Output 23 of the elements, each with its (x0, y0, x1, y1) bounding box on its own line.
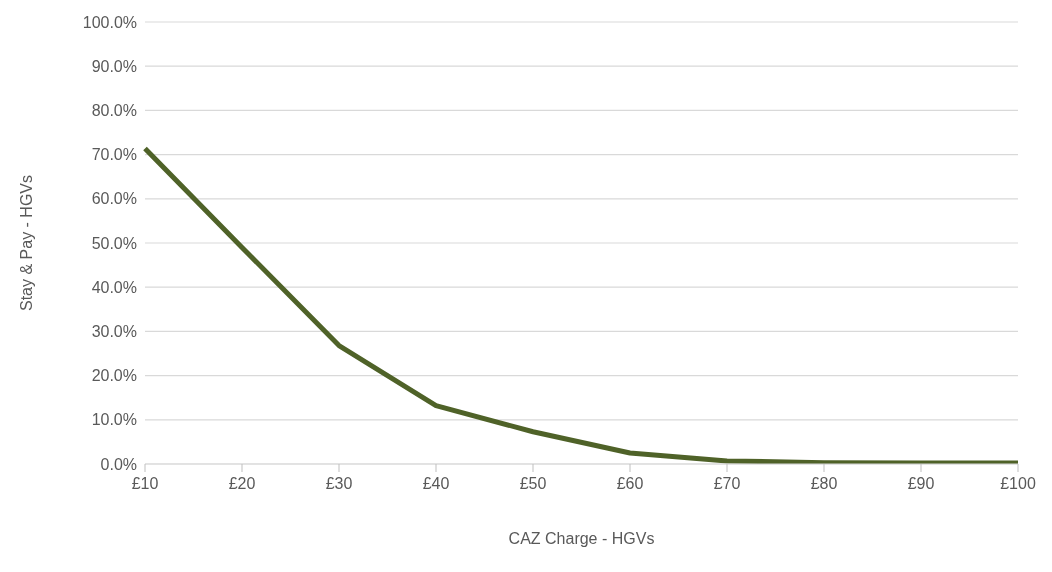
x-tick-label: £50 (519, 475, 547, 493)
y-tick-label: 60.0% (91, 190, 137, 208)
y-tick-label: 50.0% (91, 234, 137, 252)
y-tick-label: 70.0% (91, 146, 137, 164)
y-tick-label: 0.0% (100, 455, 137, 473)
x-tick-label: £10 (131, 475, 159, 493)
x-tick-label: £70 (713, 475, 741, 493)
x-tick-label: £60 (616, 475, 644, 493)
y-tick-label: 20.0% (91, 367, 137, 385)
y-tick-label: 40.0% (91, 278, 137, 296)
x-tick-label: £40 (422, 475, 450, 493)
x-axis-title: CAZ Charge - HGVs (508, 530, 655, 547)
y-tick-label: 90.0% (91, 57, 137, 75)
y-tick-label: 80.0% (91, 102, 137, 120)
x-tick-label: £20 (228, 475, 256, 493)
y-tick-label: 10.0% (91, 411, 137, 429)
y-axis-title: Stay & Pay - HGVs (17, 174, 35, 312)
x-tick-label: £100 (1000, 475, 1036, 493)
x-tick-label: £80 (810, 475, 838, 493)
x-tick-label: £90 (907, 475, 935, 493)
x-tick-label: £30 (325, 475, 353, 493)
y-tick-label: 100.0% (82, 13, 137, 31)
y-tick-label: 30.0% (91, 323, 137, 341)
